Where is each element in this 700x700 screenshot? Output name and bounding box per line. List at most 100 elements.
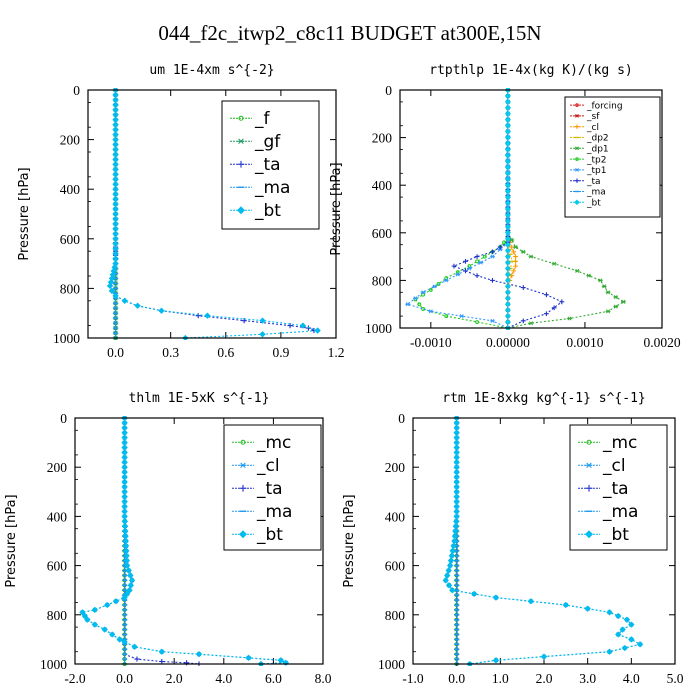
legend-label: _tp1 [586, 166, 606, 176]
data-point [450, 542, 457, 550]
data-point [305, 325, 312, 331]
y-tick-label: 0 [385, 83, 392, 98]
legend-label: _ma [254, 178, 290, 198]
x-tick-label: 4.0 [215, 671, 232, 686]
data-point [444, 276, 449, 280]
legend-marker [574, 178, 580, 183]
data-point [520, 318, 526, 324]
series-line [414, 90, 509, 329]
data-point [127, 582, 134, 589]
data-point [447, 557, 455, 564]
data-point [195, 313, 201, 319]
y-tick-label: 1000 [378, 657, 405, 672]
y-tick-label: 1000 [365, 321, 392, 336]
y-tick-label: 600 [372, 226, 393, 241]
data-point [613, 304, 619, 309]
data-point [490, 249, 495, 255]
x-tick-label: 0.0010 [566, 335, 603, 350]
data-point [492, 594, 500, 601]
data-point [628, 621, 635, 628]
x-tick-label: -2.0 [64, 671, 86, 686]
legend-marker [240, 439, 246, 445]
data-point [134, 656, 140, 662]
data-point [444, 314, 449, 319]
plot-area [405, 88, 626, 330]
panel-title: um 1E-4xm s^{-2} [149, 63, 274, 78]
legend-marker [585, 462, 593, 468]
legend-label: _ma [586, 188, 606, 198]
legend-label: _ta [256, 479, 283, 499]
legend-label: _f [254, 109, 271, 129]
x-tick-label: 1.2 [328, 345, 345, 360]
legend-marker [574, 199, 580, 206]
legend-label: _gf [254, 132, 281, 152]
data-point [504, 152, 511, 159]
y-tick-label: 600 [47, 559, 68, 574]
y-tick-label: 200 [60, 133, 81, 148]
y-tick-label: 200 [372, 131, 393, 146]
legend-marker [586, 439, 592, 445]
data-point [527, 598, 535, 605]
data-point [405, 302, 411, 307]
data-point [104, 601, 111, 609]
data-point [421, 292, 426, 297]
data-point [586, 273, 592, 278]
legend-marker [239, 530, 247, 539]
y-tick-label: 800 [385, 608, 406, 623]
data-point [606, 609, 613, 616]
data-point [126, 587, 133, 594]
data-point [432, 284, 438, 289]
plot-frame [412, 417, 676, 665]
y-axis-label: Pressure [hPa] [4, 494, 19, 587]
data-point [490, 278, 495, 283]
y-axis-label: Pressure [hPa] [342, 494, 357, 587]
data-point [121, 594, 128, 601]
legend-marker [585, 484, 593, 492]
data-point [459, 314, 465, 319]
data-point [584, 605, 591, 612]
data-point [91, 621, 99, 628]
chart-panel-4: rtm 1E-8xkg kg^{-1} s^{-1} Pressure [hPa]… [342, 391, 684, 686]
data-point [504, 259, 511, 266]
data-point [455, 270, 460, 275]
series-bt [504, 88, 511, 330]
data-point [446, 562, 454, 569]
data-point [511, 268, 517, 274]
data-point [116, 636, 123, 643]
data-point [513, 263, 518, 269]
data-point [445, 567, 452, 574]
legend-marker [575, 157, 579, 161]
data-point [528, 321, 534, 326]
data-point [106, 282, 114, 290]
legend: _f _gf _ta _ma _bt [221, 100, 320, 230]
data-point [467, 264, 472, 269]
legend-marker [574, 168, 580, 172]
data-point [504, 211, 511, 218]
series-bt [442, 416, 644, 666]
legend-label: _mc [602, 433, 637, 453]
legend-marker [574, 124, 580, 129]
data-point [615, 612, 622, 620]
data-point [463, 268, 468, 274]
data-point [448, 552, 456, 559]
data-point [482, 254, 487, 259]
legend-label: _bt [254, 201, 281, 221]
y-tick-label: 400 [60, 182, 81, 197]
data-point [121, 297, 128, 304]
series-tp1 [405, 88, 511, 330]
data-point [504, 134, 511, 141]
data-point [470, 590, 478, 598]
data-point [91, 606, 99, 614]
legend: _mc _cl _ta _ma _bt [223, 424, 322, 551]
data-point [466, 266, 472, 271]
chart-panel-1: um 1E-4xm s^{-2} Pressure [hPa] 0 200 400 600… [17, 63, 344, 360]
x-tick-label: -0.0010 [410, 335, 452, 350]
data-point [79, 609, 86, 616]
data-point [540, 653, 548, 660]
data-point [417, 302, 422, 307]
data-point [613, 295, 619, 300]
data-point [504, 92, 511, 99]
y-tick-label: 600 [60, 232, 81, 247]
data-point [109, 631, 116, 638]
